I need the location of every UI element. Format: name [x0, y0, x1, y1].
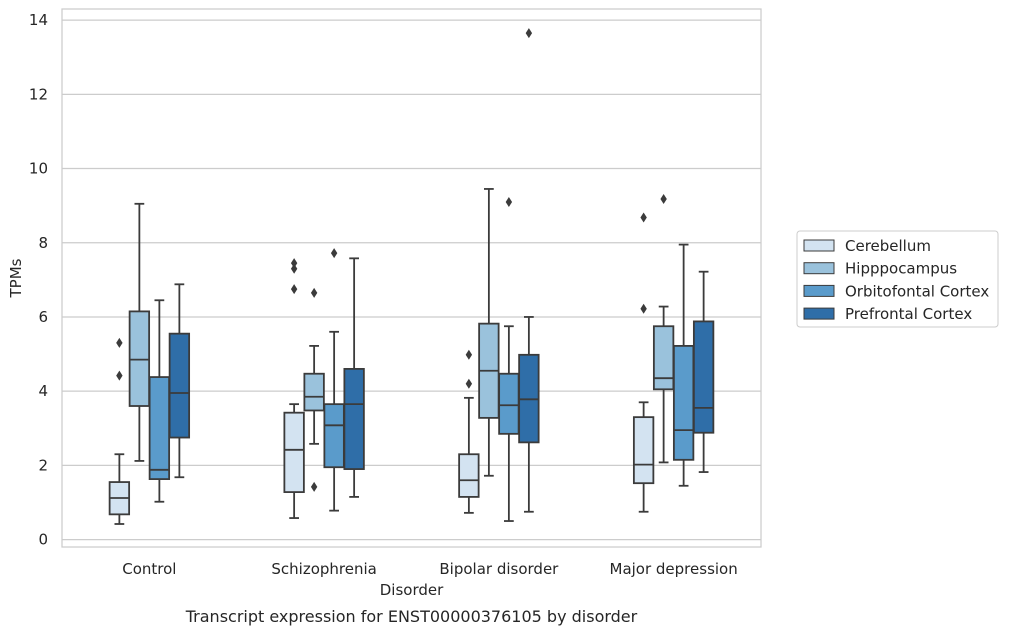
- outlier-point: [640, 303, 647, 314]
- box-iqr: [632, 416, 655, 485]
- box-iqr: [283, 411, 305, 493]
- box-cerebellum: [632, 212, 655, 513]
- y-axis-label: TPMs: [7, 258, 25, 298]
- outlier-point: [310, 287, 318, 298]
- x-tick-labels: Control Schizophrenia Bipolar disorder Majo…: [122, 560, 737, 578]
- y-tick-label: 4: [38, 382, 48, 400]
- box-iqr: [148, 376, 171, 481]
- legend: Cerebellum Hipppocampus Orbitofontal Corte…: [796, 230, 999, 328]
- outlier-point: [116, 337, 123, 348]
- x-tick-label: Bipolar disorder: [439, 560, 559, 578]
- legend-swatch: [803, 239, 835, 252]
- box-iqr: [343, 368, 365, 470]
- figure-caption: Transcript expression for ENST0000037610…: [185, 607, 638, 626]
- outlier-point: [640, 212, 647, 223]
- box-iqr: [498, 372, 520, 435]
- outlier-point: [290, 258, 298, 269]
- outlier-point: [465, 349, 473, 360]
- outlier-point: [290, 284, 298, 295]
- y-tick-label: 14: [29, 11, 48, 29]
- box-iqr: [303, 372, 325, 412]
- box-orbitofontal-cortex: [672, 243, 695, 487]
- outlier-point: [116, 370, 123, 381]
- y-tick-label: 6: [38, 308, 48, 326]
- y-tick-label: 12: [29, 85, 48, 103]
- legend-swatch: [803, 262, 835, 275]
- legend-label: Cerebellum: [845, 237, 931, 255]
- outlier-point: [505, 196, 513, 207]
- box-groups: [108, 28, 715, 525]
- legend-frame: [796, 230, 999, 328]
- box-orbitofontal-cortex: [498, 196, 520, 522]
- box-orbitofontal-cortex: [323, 248, 345, 512]
- outlier-point: [310, 481, 318, 492]
- box-cerebellum: [458, 349, 480, 514]
- legend-swatch: [803, 284, 835, 297]
- legend-label: Orbitofontal Cortex: [845, 282, 989, 300]
- box-iqr: [672, 344, 695, 461]
- y-tick-label: 2: [38, 456, 48, 474]
- box-cerebellum: [283, 258, 305, 519]
- legend-swatch: [803, 307, 835, 320]
- x-tick-label: Control: [122, 560, 176, 578]
- outlier-point: [660, 193, 667, 204]
- box-iqr: [692, 320, 715, 434]
- box-cerebellum: [108, 337, 131, 525]
- box-iqr: [168, 332, 191, 439]
- legend-label: Hipppocampus: [845, 260, 957, 278]
- y-tick-labels: 0 2 4 6 8 10 12 14: [29, 11, 48, 548]
- legend-label: Prefrontal Cortex: [845, 305, 972, 323]
- y-tick-label: 10: [29, 160, 48, 178]
- outlier-point: [330, 248, 338, 259]
- box-iqr: [458, 453, 480, 498]
- box-hipppocampus: [128, 202, 151, 462]
- x-tick-label: Major depression: [610, 560, 738, 578]
- box-prefrontal-cortex: [518, 28, 540, 513]
- box-iqr: [652, 325, 675, 391]
- outlier-point: [465, 378, 473, 389]
- x-tick-label: Schizophrenia: [271, 560, 376, 578]
- x-axis-label: Disorder: [380, 581, 444, 599]
- box-hipppocampus: [478, 188, 500, 477]
- box-iqr: [323, 403, 345, 469]
- plot-frame: [61, 8, 762, 548]
- y-tick-label: 0: [38, 531, 48, 549]
- box-iqr: [128, 310, 151, 407]
- outlier-point: [290, 263, 298, 274]
- box-hipppocampus: [303, 287, 325, 492]
- box-hipppocampus: [652, 193, 675, 464]
- y-tick-label: 8: [38, 234, 48, 252]
- box-prefrontal-cortex: [343, 257, 365, 498]
- box-orbitofontal-cortex: [148, 299, 171, 503]
- outlier-point: [525, 28, 533, 39]
- box-prefrontal-cortex: [168, 283, 191, 479]
- box-prefrontal-cortex: [692, 270, 715, 473]
